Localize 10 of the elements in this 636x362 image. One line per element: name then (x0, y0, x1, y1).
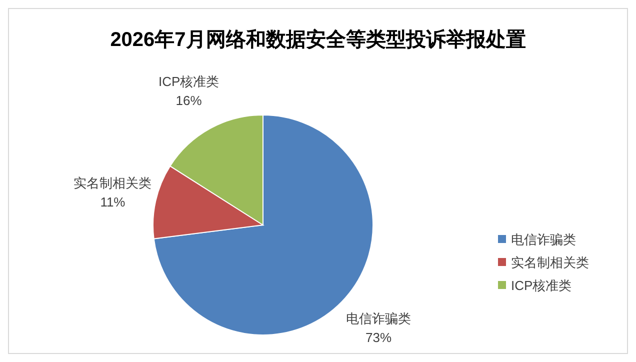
data-label: 11% (100, 194, 126, 210)
data-label: 73% (366, 330, 392, 345)
slice-label: ICP核准类 (158, 74, 220, 90)
data-label: 16% (176, 93, 202, 108)
chart-title: 2026年7月网络和数据安全等类型投诉举报处置 (110, 28, 526, 51)
slice-label: 电信诈骗类 (346, 310, 412, 326)
slice-label: 实名制相关类 (74, 175, 152, 190)
legend-label: 实名制相关类 (511, 255, 589, 270)
legend-label: 电信诈骗类 (511, 232, 576, 247)
legend-label: ICP核准类 (511, 278, 572, 293)
